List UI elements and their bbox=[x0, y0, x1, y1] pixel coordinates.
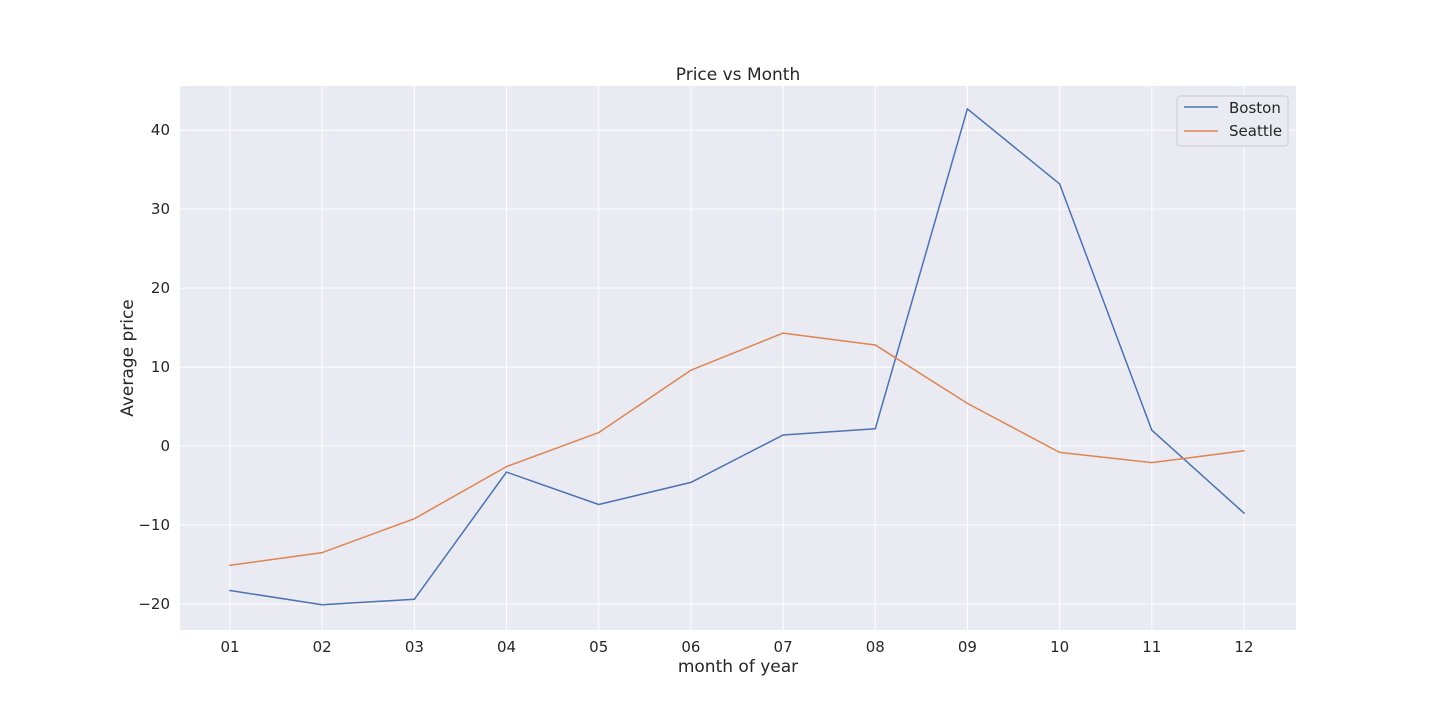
data-point-boston-06 bbox=[690, 481, 692, 484]
data-point-seattle-01 bbox=[229, 564, 231, 567]
data-point-boston-04 bbox=[505, 471, 508, 473]
series-layer bbox=[229, 108, 1245, 606]
y-tick-label-1: −10 bbox=[138, 516, 170, 534]
legend-label-seattle: Seattle bbox=[1229, 122, 1282, 140]
x-tick-label-09: 09 bbox=[958, 638, 977, 656]
series-line-boston bbox=[229, 108, 1245, 606]
data-point-seattle-07 bbox=[782, 332, 784, 334]
data-point-seattle-06 bbox=[690, 369, 692, 371]
legend-box bbox=[1176, 95, 1289, 147]
x-tick-label-07: 07 bbox=[774, 638, 793, 656]
y-tick-label-0: −20 bbox=[138, 595, 170, 613]
x-tick-label-10: 10 bbox=[1050, 638, 1069, 656]
y-tick-label-3: 10 bbox=[151, 358, 170, 376]
data-point-boston-10 bbox=[1058, 183, 1061, 185]
data-point-boston-07 bbox=[782, 434, 784, 436]
data-point-seattle-10 bbox=[1058, 451, 1061, 454]
data-point-seattle-02 bbox=[321, 551, 323, 554]
data-point-seattle-09 bbox=[966, 402, 969, 405]
data-point-boston-05 bbox=[597, 503, 600, 506]
data-point-boston-03 bbox=[413, 598, 416, 600]
grid-lines bbox=[180, 86, 1296, 630]
data-point-boston-11 bbox=[1151, 429, 1153, 431]
x-tick-label-11: 11 bbox=[1142, 638, 1161, 656]
x-tick-label-06: 06 bbox=[681, 638, 700, 656]
x-tick-label-03: 03 bbox=[405, 638, 424, 656]
data-point-seattle-12 bbox=[1243, 450, 1245, 452]
y-tick-label-4: 20 bbox=[151, 279, 170, 297]
x-tick-label-02: 02 bbox=[313, 638, 332, 656]
plot-area bbox=[180, 86, 1296, 630]
y-tick-label-6: 40 bbox=[151, 121, 170, 139]
x-tick-label-01: 01 bbox=[220, 638, 239, 656]
y-tick-labels: −20 −10 0 10 20 30 40 bbox=[138, 121, 170, 613]
data-point-seattle-05 bbox=[597, 431, 600, 434]
x-tick-label-12: 12 bbox=[1234, 638, 1253, 656]
x-tick-labels: 01 02 03 04 05 06 07 08 09 10 11 12 bbox=[220, 638, 1253, 656]
y-tick-label-2: 0 bbox=[160, 437, 170, 455]
data-point-boston-02 bbox=[321, 603, 323, 606]
y-axis-label: Average price bbox=[118, 299, 138, 417]
legend: Boston Seattle bbox=[1176, 95, 1289, 147]
y-tick-label-5: 30 bbox=[151, 200, 170, 218]
data-point-boston-01 bbox=[229, 589, 231, 592]
data-point-seattle-11 bbox=[1151, 461, 1153, 464]
chart-title: Price vs Month bbox=[676, 65, 800, 85]
data-point-seattle-04 bbox=[505, 465, 508, 468]
data-point-seattle-08 bbox=[874, 344, 877, 346]
data-point-boston-08 bbox=[874, 427, 877, 430]
data-point-boston-09 bbox=[966, 108, 969, 110]
series-line-seattle bbox=[229, 332, 1245, 567]
data-point-seattle-03 bbox=[413, 517, 416, 520]
x-axis-label: month of year bbox=[678, 657, 798, 677]
legend-label-boston: Boston bbox=[1229, 99, 1281, 117]
x-tick-label-08: 08 bbox=[866, 638, 885, 656]
x-tick-label-05: 05 bbox=[589, 638, 608, 656]
x-tick-label-04: 04 bbox=[497, 638, 516, 656]
data-point-boston-12 bbox=[1243, 512, 1245, 514]
